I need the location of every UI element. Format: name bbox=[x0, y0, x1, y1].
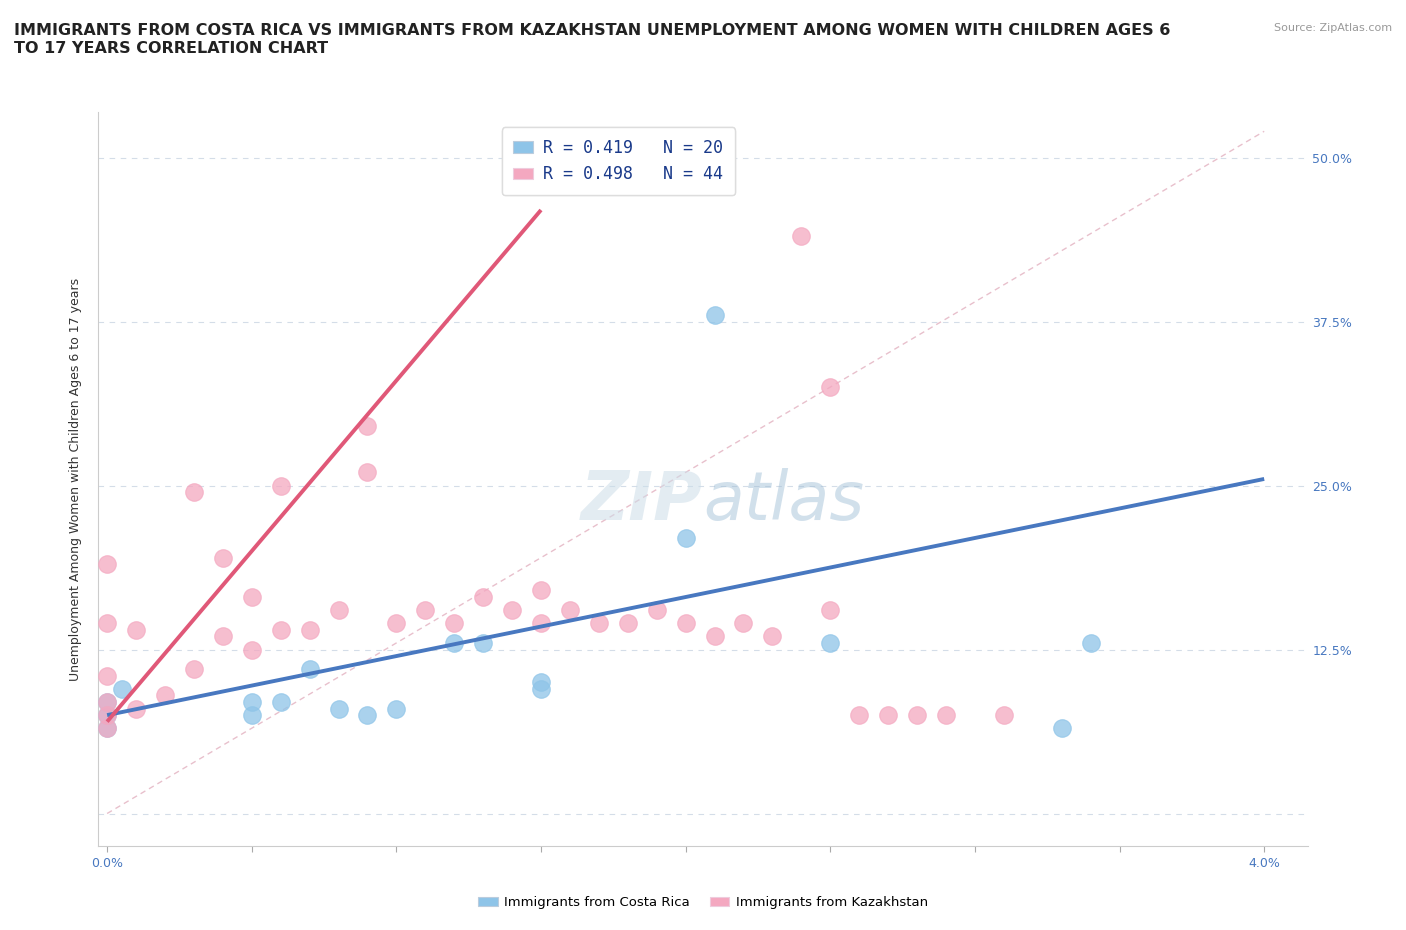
Legend: R = 0.419   N = 20, R = 0.498   N = 44: R = 0.419 N = 20, R = 0.498 N = 44 bbox=[502, 127, 735, 195]
Point bbox=[270, 478, 292, 493]
Text: IMMIGRANTS FROM COSTA RICA VS IMMIGRANTS FROM KAZAKHSTAN UNEMPLOYMENT AMONG WOME: IMMIGRANTS FROM COSTA RICA VS IMMIGRANTS… bbox=[14, 23, 1170, 56]
Point bbox=[645, 603, 668, 618]
Point bbox=[96, 708, 118, 723]
Point bbox=[96, 708, 118, 723]
Point bbox=[530, 583, 553, 598]
Point bbox=[356, 465, 378, 480]
Point bbox=[125, 701, 148, 716]
Point bbox=[298, 662, 321, 677]
Point bbox=[270, 622, 292, 637]
Point bbox=[125, 622, 148, 637]
Point bbox=[385, 701, 408, 716]
Point bbox=[675, 530, 697, 545]
Text: Source: ZipAtlas.com: Source: ZipAtlas.com bbox=[1274, 23, 1392, 33]
Point bbox=[328, 701, 350, 716]
Point bbox=[993, 708, 1015, 723]
Point bbox=[183, 662, 205, 677]
Point bbox=[558, 603, 581, 618]
Point bbox=[820, 379, 842, 394]
Point bbox=[240, 642, 263, 657]
Point bbox=[96, 669, 118, 684]
Point bbox=[110, 682, 132, 697]
Point bbox=[703, 308, 725, 323]
Text: ZIP: ZIP bbox=[581, 468, 703, 534]
Point bbox=[820, 635, 842, 650]
Point bbox=[761, 629, 783, 644]
Point bbox=[530, 616, 553, 631]
Point bbox=[153, 688, 176, 703]
Point bbox=[848, 708, 870, 723]
Point bbox=[328, 603, 350, 618]
Point bbox=[211, 551, 233, 565]
Point bbox=[877, 708, 900, 723]
Point bbox=[385, 616, 408, 631]
Point bbox=[96, 695, 118, 710]
Point bbox=[472, 635, 495, 650]
Legend: Immigrants from Costa Rica, Immigrants from Kazakhstan: Immigrants from Costa Rica, Immigrants f… bbox=[472, 891, 934, 914]
Point bbox=[1050, 721, 1073, 736]
Point bbox=[96, 721, 118, 736]
Point bbox=[443, 616, 465, 631]
Point bbox=[96, 616, 118, 631]
Point bbox=[96, 557, 118, 572]
Point bbox=[443, 635, 465, 650]
Point bbox=[240, 590, 263, 604]
Point bbox=[733, 616, 755, 631]
Text: atlas: atlas bbox=[703, 468, 865, 534]
Point bbox=[240, 708, 263, 723]
Point bbox=[675, 616, 697, 631]
Point bbox=[96, 695, 118, 710]
Point bbox=[1080, 635, 1102, 650]
Point bbox=[703, 629, 725, 644]
Point bbox=[501, 603, 523, 618]
Point bbox=[530, 675, 553, 690]
Point bbox=[240, 695, 263, 710]
Point bbox=[298, 622, 321, 637]
Point bbox=[588, 616, 610, 631]
Point bbox=[211, 629, 233, 644]
Y-axis label: Unemployment Among Women with Children Ages 6 to 17 years: Unemployment Among Women with Children A… bbox=[69, 277, 83, 681]
Point bbox=[472, 590, 495, 604]
Point bbox=[617, 616, 640, 631]
Point bbox=[96, 721, 118, 736]
Point bbox=[413, 603, 436, 618]
Point bbox=[790, 229, 813, 244]
Point bbox=[356, 708, 378, 723]
Point bbox=[530, 682, 553, 697]
Point bbox=[356, 419, 378, 434]
Point bbox=[270, 695, 292, 710]
Point bbox=[183, 485, 205, 499]
Point bbox=[935, 708, 957, 723]
Point bbox=[905, 708, 928, 723]
Point bbox=[820, 603, 842, 618]
